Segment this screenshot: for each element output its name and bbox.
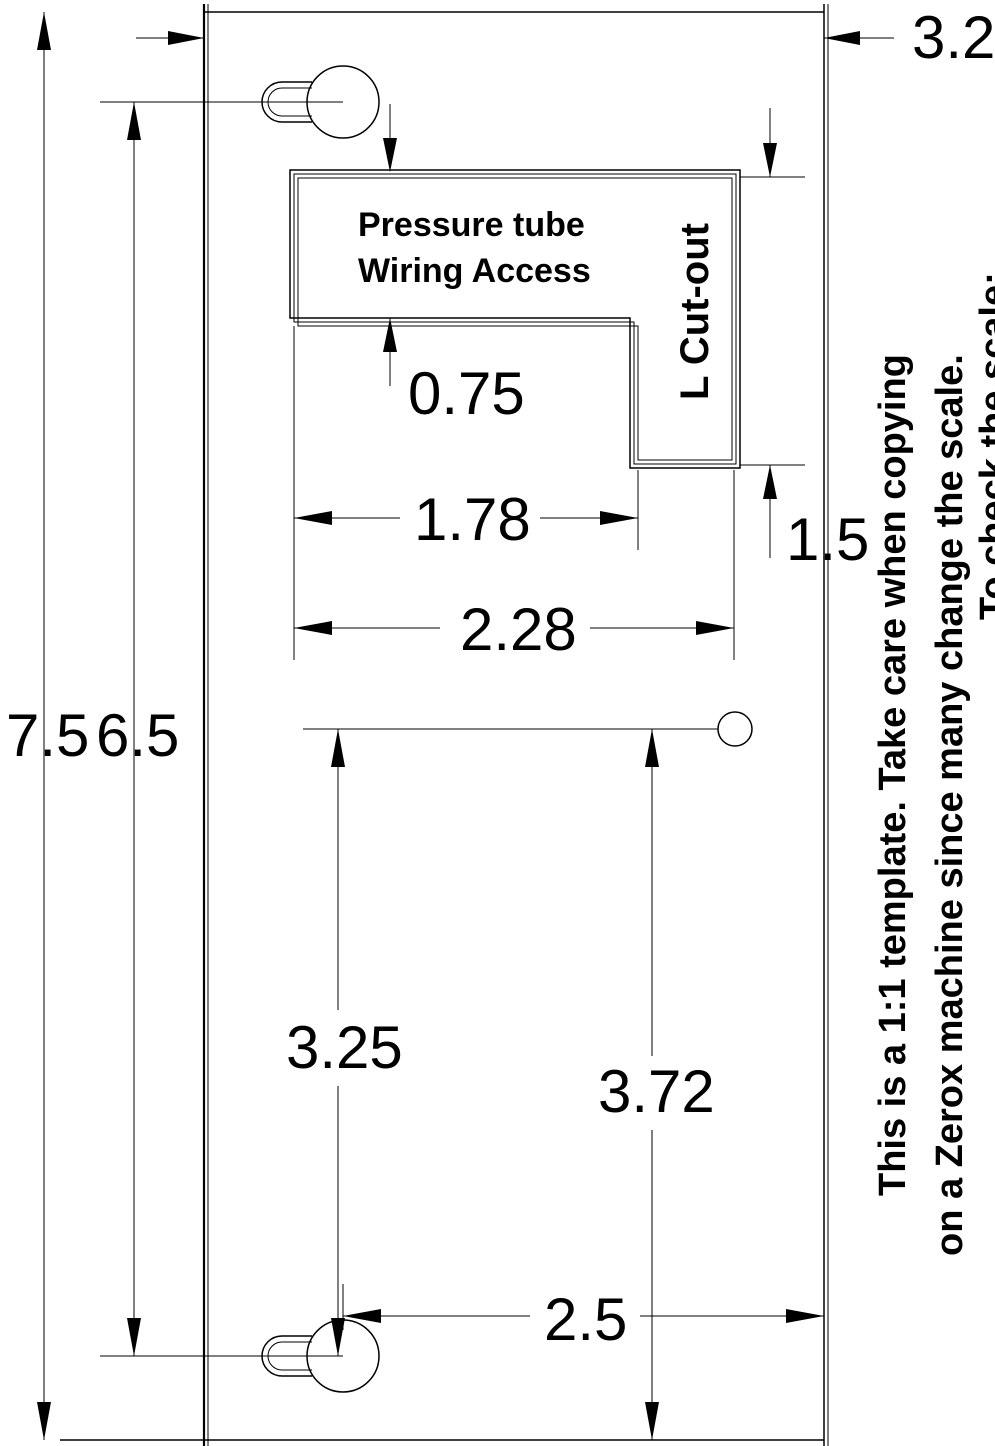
scale-note-line3: To check the scale:	[973, 272, 995, 620]
template-outline	[60, 4, 829, 1446]
pin-hole	[717, 711, 753, 747]
l-cutout-outline	[289, 169, 741, 469]
dim-notch-width: 1.78	[414, 486, 531, 553]
dim-notch-height: 1.5	[786, 506, 869, 573]
dim-edge-offset: 3.2	[912, 4, 995, 71]
access-label-line2: Wiring Access	[358, 252, 591, 290]
dim-pin-to-hole: 3.25	[286, 1014, 403, 1081]
dim-overall-height: 7.5	[6, 702, 89, 769]
access-label-line1: Pressure tube	[358, 206, 585, 244]
dimension-lines	[37, 12, 894, 1440]
scale-note-line2: on a Zerox machine since many change the…	[929, 354, 971, 1256]
dim-upper-gap: 0.75	[408, 360, 525, 427]
dim-cutout-width: 2.28	[460, 596, 577, 663]
cutout-label: L Cut-out	[673, 223, 717, 400]
extension-lines	[100, 101, 805, 1357]
dim-pin-to-bottom: 3.72	[598, 1058, 715, 1125]
dim-hole-to-edge: 2.5	[544, 1286, 627, 1353]
dim-hole-spacing: 6.5	[96, 702, 179, 769]
scale-note-line1: This is a 1:1 template. Take care when c…	[872, 354, 914, 1196]
